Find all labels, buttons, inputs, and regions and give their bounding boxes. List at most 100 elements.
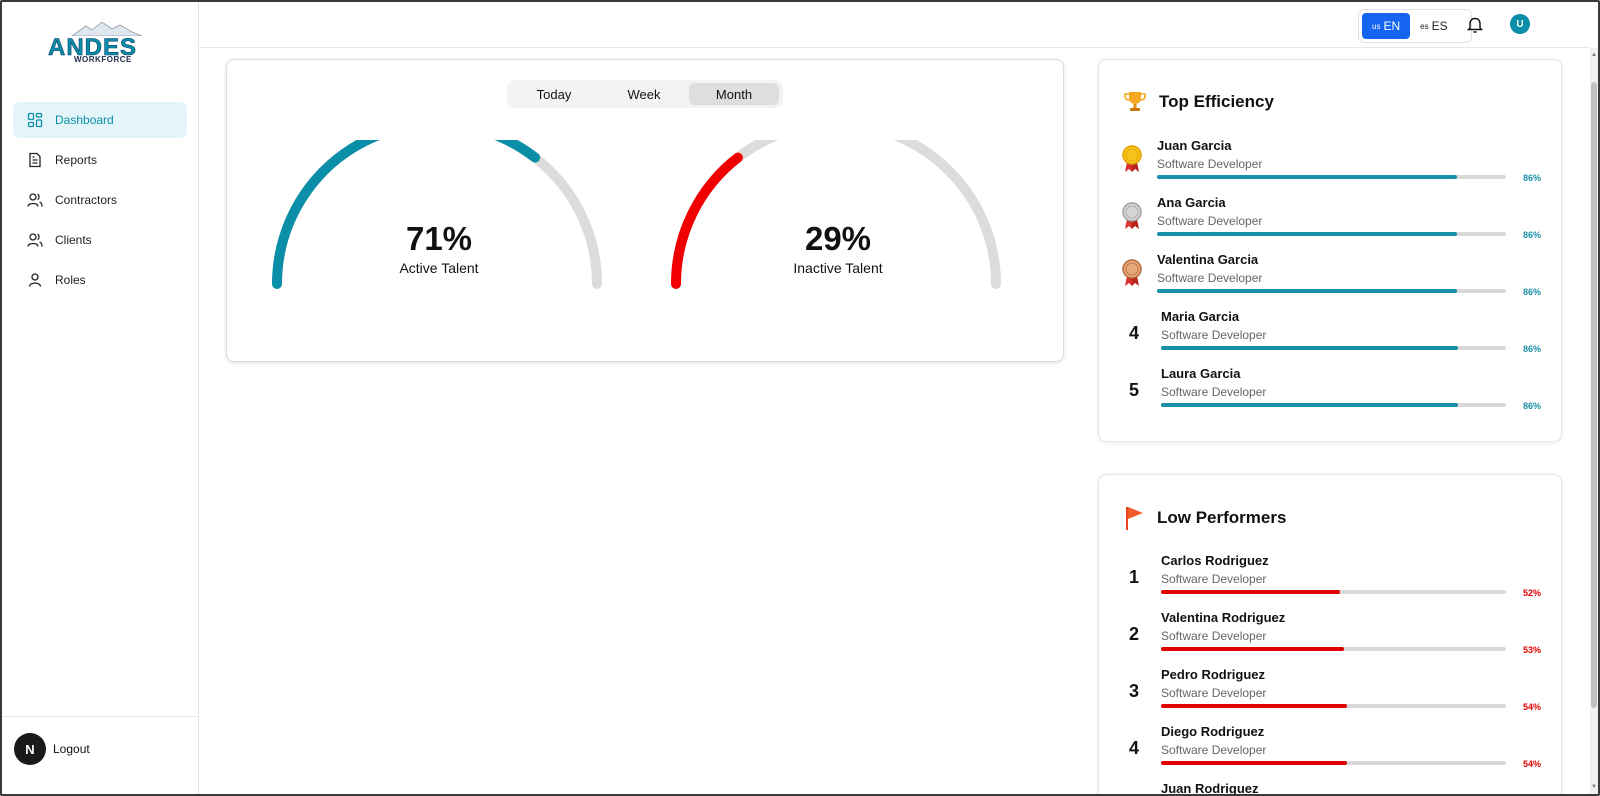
progress-bar (1161, 346, 1506, 350)
bell-icon[interactable] (1467, 16, 1483, 33)
scroll-up-icon[interactable]: ▲ (1591, 52, 1597, 58)
scroll-down-icon[interactable]: ▼ (1591, 784, 1597, 790)
gauge-percent: 71% (405, 220, 473, 257)
percent-value: 86% (1522, 230, 1541, 240)
progress-fill (1157, 289, 1458, 293)
progress-fill (1161, 761, 1348, 765)
language-es-button[interactable]: es ES (1410, 13, 1457, 39)
tab-month[interactable]: Month (689, 83, 779, 105)
progress-fill (1157, 232, 1458, 236)
progress-bar (1157, 175, 1506, 179)
list-item[interactable]: Ana Garcia Software Developer 86% (1121, 195, 1541, 245)
top-efficiency-card: Top Efficiency Juan Garcia Software Devel… (1098, 59, 1562, 442)
rank-number: 1 (1129, 567, 1140, 587)
person-name: Laura Garcia (1161, 366, 1241, 381)
card-title: Top Efficiency (1159, 92, 1274, 111)
list-item[interactable]: Juan Garcia Software Developer 86% (1121, 138, 1541, 188)
tab-today[interactable]: Today (536, 86, 572, 102)
progress-bar (1161, 647, 1506, 651)
percent-value: 86% (1522, 287, 1541, 297)
gauge-percent: 29% (804, 220, 872, 257)
percent-value: 86% (1522, 401, 1541, 411)
person-name: Valentina Garcia (1157, 252, 1259, 267)
list-item[interactable]: 1 Carlos Rodriguez Software Developer 52% (1121, 553, 1541, 603)
rank-number: 5 (1129, 380, 1140, 400)
sidebar-nav: Dashboard Reports Contractors Clients Ro… (13, 102, 187, 302)
list-item[interactable]: 4 Diego Rodriguez Software Developer 54% (1121, 724, 1541, 774)
percent-value: 86% (1522, 173, 1541, 183)
progress-fill (1157, 175, 1458, 179)
user-icon (28, 273, 42, 287)
progress-fill (1161, 403, 1458, 407)
list-item[interactable]: 3 Pedro Rodriguez Software Developer 54% (1121, 667, 1541, 717)
sidebar-item-clients[interactable]: Clients (13, 222, 187, 258)
gauge-label: Active Talent (399, 260, 479, 276)
period-tabs: Today Week Month (507, 80, 783, 108)
list-item[interactable]: 2 Valentina Rodriguez Software Developer 53… (1121, 610, 1541, 660)
person-role: Software Developer (1161, 743, 1267, 757)
person-name: Ana Garcia (1157, 195, 1226, 210)
rank-number: 4 (1129, 738, 1140, 758)
mountain-icon (72, 22, 142, 36)
person-role: Software Developer (1161, 686, 1267, 700)
sidebar-item-dashboard[interactable]: Dashboard (13, 102, 187, 138)
list-item[interactable]: Valentina Garcia Software Developer 86% (1121, 252, 1541, 302)
percent-value: 86% (1522, 344, 1541, 354)
language-label: EN (1383, 19, 1401, 33)
sidebar-item-contractors[interactable]: Contractors (13, 182, 187, 218)
low-performers-card: Low Performers 1 Carlos Rodriguez Software… (1098, 474, 1562, 796)
logout-button[interactable]: N Logout (14, 733, 90, 765)
gold-medal-icon (1122, 145, 1142, 172)
inactive-talent-gauge: 29% Inactive Talent (670, 140, 1020, 300)
avatar: N (14, 733, 46, 765)
person-name: Diego Rodriguez (1161, 724, 1265, 739)
flag-us-icon: us (1372, 21, 1381, 31)
sidebar-item-reports[interactable]: Reports (13, 142, 187, 178)
sidebar-item-label: Dashboard (55, 113, 114, 127)
sidebar-item-label: Reports (55, 153, 98, 167)
percent-value: 54% (1522, 759, 1541, 769)
person-name: Valentina Rodriguez (1161, 610, 1286, 625)
rank-number: 3 (1129, 681, 1140, 701)
brand-name: ANDES (48, 34, 138, 62)
progress-fill (1161, 346, 1458, 350)
scrollbar-thumb[interactable] (1591, 82, 1597, 708)
trophy-icon (1124, 92, 1146, 111)
person-role: Software Developer (1161, 629, 1267, 643)
person-role: Software Developer (1157, 271, 1263, 285)
person-name: Juan Garcia (1157, 138, 1232, 153)
gauge-fill (671, 152, 743, 289)
sidebar-item-label: Contractors (55, 193, 118, 207)
brand-tagline: WORKFORCE (74, 55, 132, 64)
sidebar: ANDES WORKFORCE Dashboard Reports Contra… (2, 2, 199, 794)
percent-value: 54% (1522, 702, 1541, 712)
list-item[interactable]: 4 Maria Garcia Software Developer 86% (1121, 309, 1541, 359)
language-en-button[interactable]: us EN (1362, 13, 1411, 39)
list-item[interactable]: 5Juan Rodriguez (1121, 781, 1541, 796)
progress-bar (1161, 590, 1506, 594)
list-item[interactable]: 5 Laura Garcia Software Developer 86% (1121, 366, 1541, 416)
person-role: Software Developer (1161, 328, 1267, 342)
person-name: Maria Garcia (1161, 309, 1240, 324)
sidebar-item-label: Roles (55, 273, 86, 287)
active-talent-gauge: 71% Active Talent (271, 140, 621, 300)
document-icon (29, 152, 41, 168)
sidebar-item-roles[interactable]: Roles (13, 262, 187, 298)
andes-logo[interactable]: ANDES WORKFORCE (48, 22, 158, 68)
progress-bar (1161, 761, 1506, 765)
language-switch: us EN es ES (1358, 9, 1472, 43)
progress-bar (1161, 704, 1506, 708)
card-header: Top Efficiency (1123, 90, 1274, 114)
user-avatar[interactable]: U (1510, 14, 1530, 34)
person-role: Software Developer (1161, 572, 1267, 586)
progress-fill (1161, 704, 1348, 708)
users-icon (27, 193, 43, 207)
logout-label: Logout (53, 742, 90, 756)
top-bar: us EN es ES U (199, 2, 1590, 48)
inactive-talent-gauge-chart (671, 140, 1001, 289)
tab-week[interactable]: Week (627, 86, 661, 102)
person-name: Juan Rodriguez (1161, 781, 1259, 796)
gauge-fill (272, 140, 541, 289)
scrollbar[interactable]: ▲ ▼ (1590, 48, 1598, 794)
progress-fill (1161, 590, 1341, 594)
